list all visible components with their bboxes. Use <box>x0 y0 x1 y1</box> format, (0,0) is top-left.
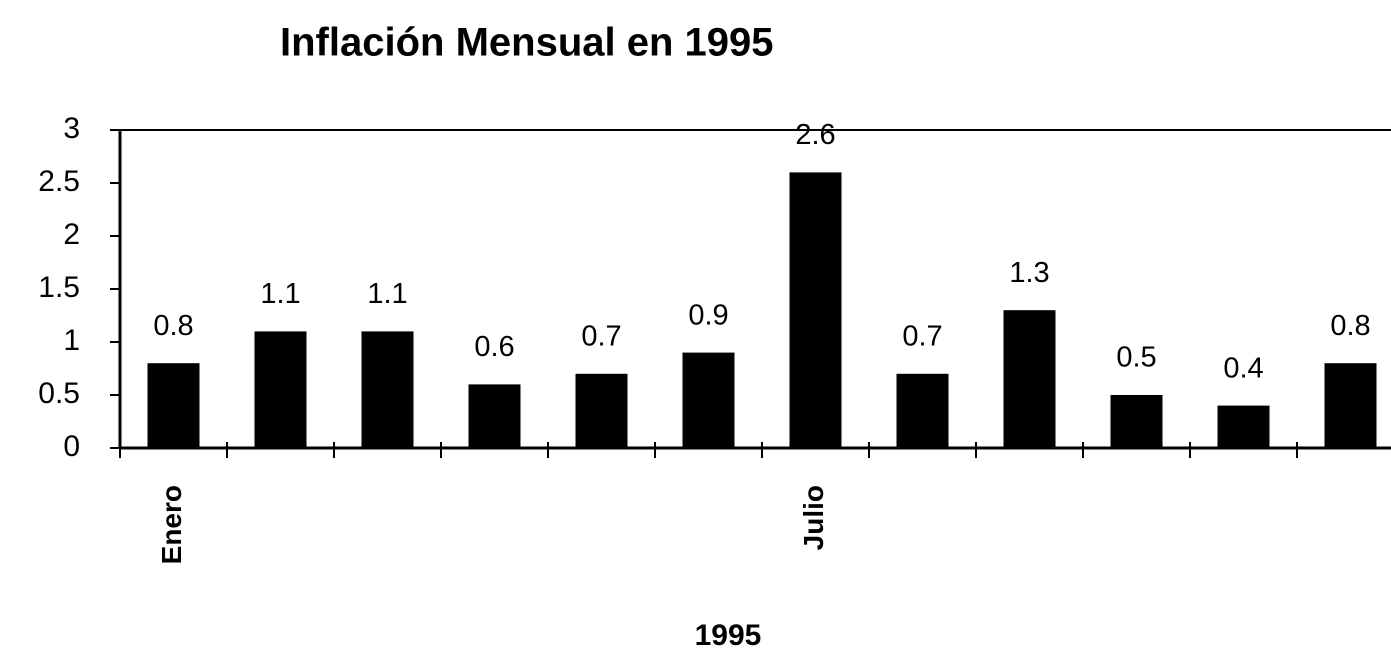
bar <box>1110 395 1163 448</box>
bar <box>682 352 735 448</box>
chart-title: Inflación Mensual en 1995 <box>280 21 774 65</box>
bar <box>575 373 628 448</box>
value-label: 1.3 <box>1009 257 1049 289</box>
bar <box>789 172 842 448</box>
value-label: 1.1 <box>367 278 407 310</box>
value-label: 0.7 <box>581 320 621 352</box>
bar <box>896 373 949 448</box>
bar <box>468 384 521 448</box>
value-label: 0.9 <box>688 299 728 331</box>
x-tick-label: Enero <box>156 485 187 564</box>
value-label: 0.8 <box>153 310 193 342</box>
bar <box>254 331 307 448</box>
value-label: 0.5 <box>1116 342 1156 374</box>
y-tick-label: 2.5 <box>38 165 80 198</box>
y-tick-label: 1.5 <box>38 271 80 304</box>
bar <box>147 363 200 448</box>
value-label: 2.6 <box>795 119 835 151</box>
y-tick-label: 0.5 <box>38 377 80 410</box>
y-tick-label: 2 <box>63 218 80 251</box>
y-tick-label: 1 <box>63 324 80 357</box>
bar <box>1217 405 1270 448</box>
x-tick-label: Julio <box>798 485 829 550</box>
x-axis-label: 1995 <box>695 619 762 652</box>
bar <box>1324 363 1377 448</box>
value-label: 0.8 <box>1330 310 1370 342</box>
value-label: 0.7 <box>902 320 942 352</box>
bar <box>361 331 414 448</box>
value-label: 0.4 <box>1223 352 1263 384</box>
y-tick-label: 0 <box>63 430 80 463</box>
value-label: 0.6 <box>474 331 514 363</box>
bar <box>1003 310 1056 448</box>
y-tick-label: 3 <box>63 112 80 145</box>
value-label: 1.1 <box>260 278 300 310</box>
